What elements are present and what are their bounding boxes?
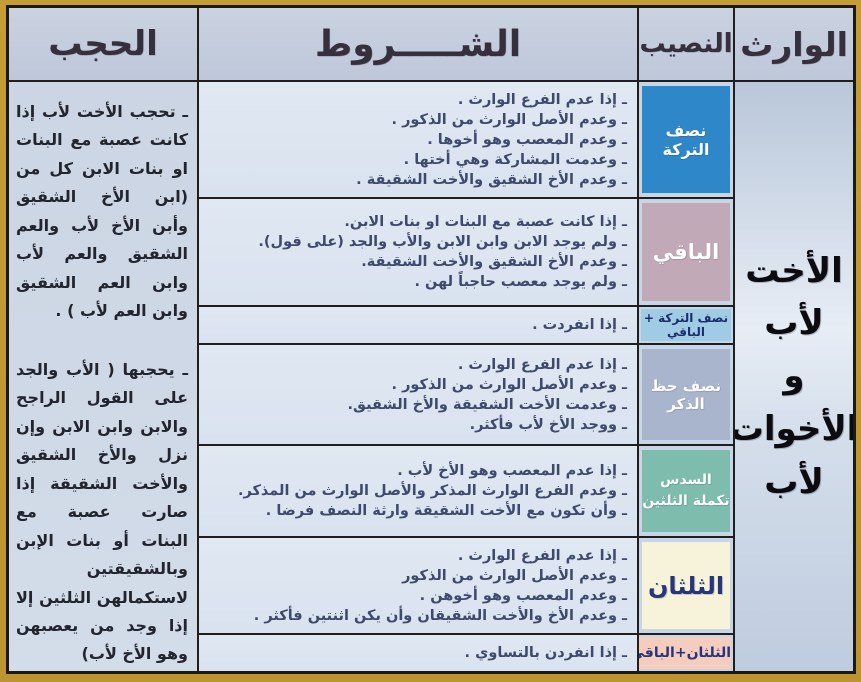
conditions-cell: ـ إذا عدم المعصب وهو الأخ لأب . ـ وعدم ا… — [199, 446, 637, 536]
share-cell-sixth: السدس تكملة الثلثين — [639, 446, 733, 536]
condition-line: ـ وعدم الأخ الشقيق والأخت الشقيقة . — [356, 171, 627, 188]
condition-line: ـ إذا عدم الفرع الوارث . — [457, 356, 627, 373]
header-cell-blocking: الحجب — [9, 8, 197, 80]
conditions-cell: ـ إذا عدم الفرع الوارث . ـ وعدم الأصل ال… — [199, 538, 637, 633]
condition-line: ـ وعدمت المشاركة وهي أختها . — [403, 151, 627, 168]
share-label: الثلثان — [642, 542, 730, 629]
condition-line: ـ إذا عدم الفرع الوارث . — [457, 547, 627, 564]
blocking-paragraph-1: ـ تحجب الأخت لأب إذا كانت عصبة مع البنات… — [16, 102, 188, 321]
condition-line: ـ وعدم الأصل الوارث من الذكور . — [391, 376, 627, 393]
condition-line: ـ وعدم الأصل الوارث من الذكور — [402, 567, 627, 584]
condition-line: ـ وعدم المعصب وهو أخوها . — [427, 131, 627, 148]
condition-line: ـ وعدم الأصل الوارث من الذكور . — [391, 111, 627, 128]
share-label: نصف التركة + الباقي — [641, 309, 731, 341]
header-cell-heir: الوارث — [735, 8, 853, 80]
heir-title: الأخت لأب و الأخوات لأب — [735, 250, 853, 502]
condition-line: ـ ووجد الأخ لأب فأكثر. — [469, 416, 627, 433]
share-label: نصف حظ الذكر — [642, 349, 730, 440]
condition-line: ـ إذا عدم المعصب وهو الأخ لأب . — [397, 463, 627, 479]
header-cell-conditions: الشـــــروط — [199, 8, 637, 80]
conditions-cell: ـ إذا عدم الفرع الوارث . ـ وعدم الأصل ال… — [199, 345, 637, 444]
share-label: نصف التركة — [642, 86, 730, 193]
conditions-cell: ـ إذا كانت عصبة مع البنات او بنات الابن.… — [199, 199, 637, 305]
condition-line: ـ إذا انفردن بالتساوي . — [464, 645, 627, 661]
share-label: السدس تكملة الثلثين — [642, 450, 730, 532]
share-label: الثلثان+الباقي — [639, 637, 731, 669]
condition-line: ـ وعدم الأخ والأخت الشقيقان وأن يكن اثنت… — [253, 607, 627, 624]
share-cell-half-male-share: نصف حظ الذكر — [639, 345, 733, 444]
blocking-paragraph-2: ـ يحجبها ( الأب والجد على القول الراجح و… — [16, 359, 188, 664]
condition-line: ـ وعدم الأخ الشقيق والأخت الشقيقة. — [361, 254, 627, 270]
inheritance-table: الوارث النصيب الشـــــروط الحجب الأخت لأ… — [6, 5, 856, 674]
conditions-cell: ـ إذا انفردن بالتساوي . — [199, 635, 637, 671]
heir-cell: الأخت لأب و الأخوات لأب — [735, 82, 853, 671]
condition-line: ـ وعدم المعصب وهو أخوهن . — [419, 587, 627, 604]
condition-line: ـ ولم يوجد الابن وابن الابن والأب والجد … — [258, 234, 627, 250]
share-cell-remainder: الباقي — [639, 199, 733, 305]
condition-line: ـ إذا انفردت . — [532, 317, 627, 333]
conditions-cell: ـ إذا عدم الفرع الوارث . ـ وعدم الأصل ال… — [199, 82, 637, 197]
share-cell-half-plus-remainder: نصف التركة + الباقي — [639, 307, 733, 343]
share-label: الباقي — [642, 203, 730, 301]
condition-line: ـ وأن تكون مع الأخت الشقيقة وارثة النصف … — [265, 503, 627, 519]
condition-line: ـ إذا كانت عصبة مع البنات او بنات الابن. — [344, 214, 627, 230]
conditions-cell: ـ إذا انفردت . — [199, 307, 637, 343]
condition-line: ـ وعدم الفرع الوارث المذكر والأصل الوارث… — [237, 483, 627, 499]
share-cell-half-estate: نصف التركة — [639, 82, 733, 197]
condition-line: ـ وعدمت الأخت الشقيقة والأخ الشقيق. — [347, 396, 627, 413]
condition-line: ـ ولم يوجد معصب حاجباً لهن . — [414, 274, 627, 290]
share-cell-two-thirds: الثلثان — [639, 538, 733, 633]
share-cell-two-thirds-plus-remainder: الثلثان+الباقي — [639, 635, 733, 671]
header-cell-share: النصيب — [639, 8, 733, 80]
condition-line: ـ إذا عدم الفرع الوارث . — [457, 91, 627, 108]
blocking-cell: ـ تحجب الأخت لأب إذا كانت عصبة مع البنات… — [9, 82, 197, 671]
